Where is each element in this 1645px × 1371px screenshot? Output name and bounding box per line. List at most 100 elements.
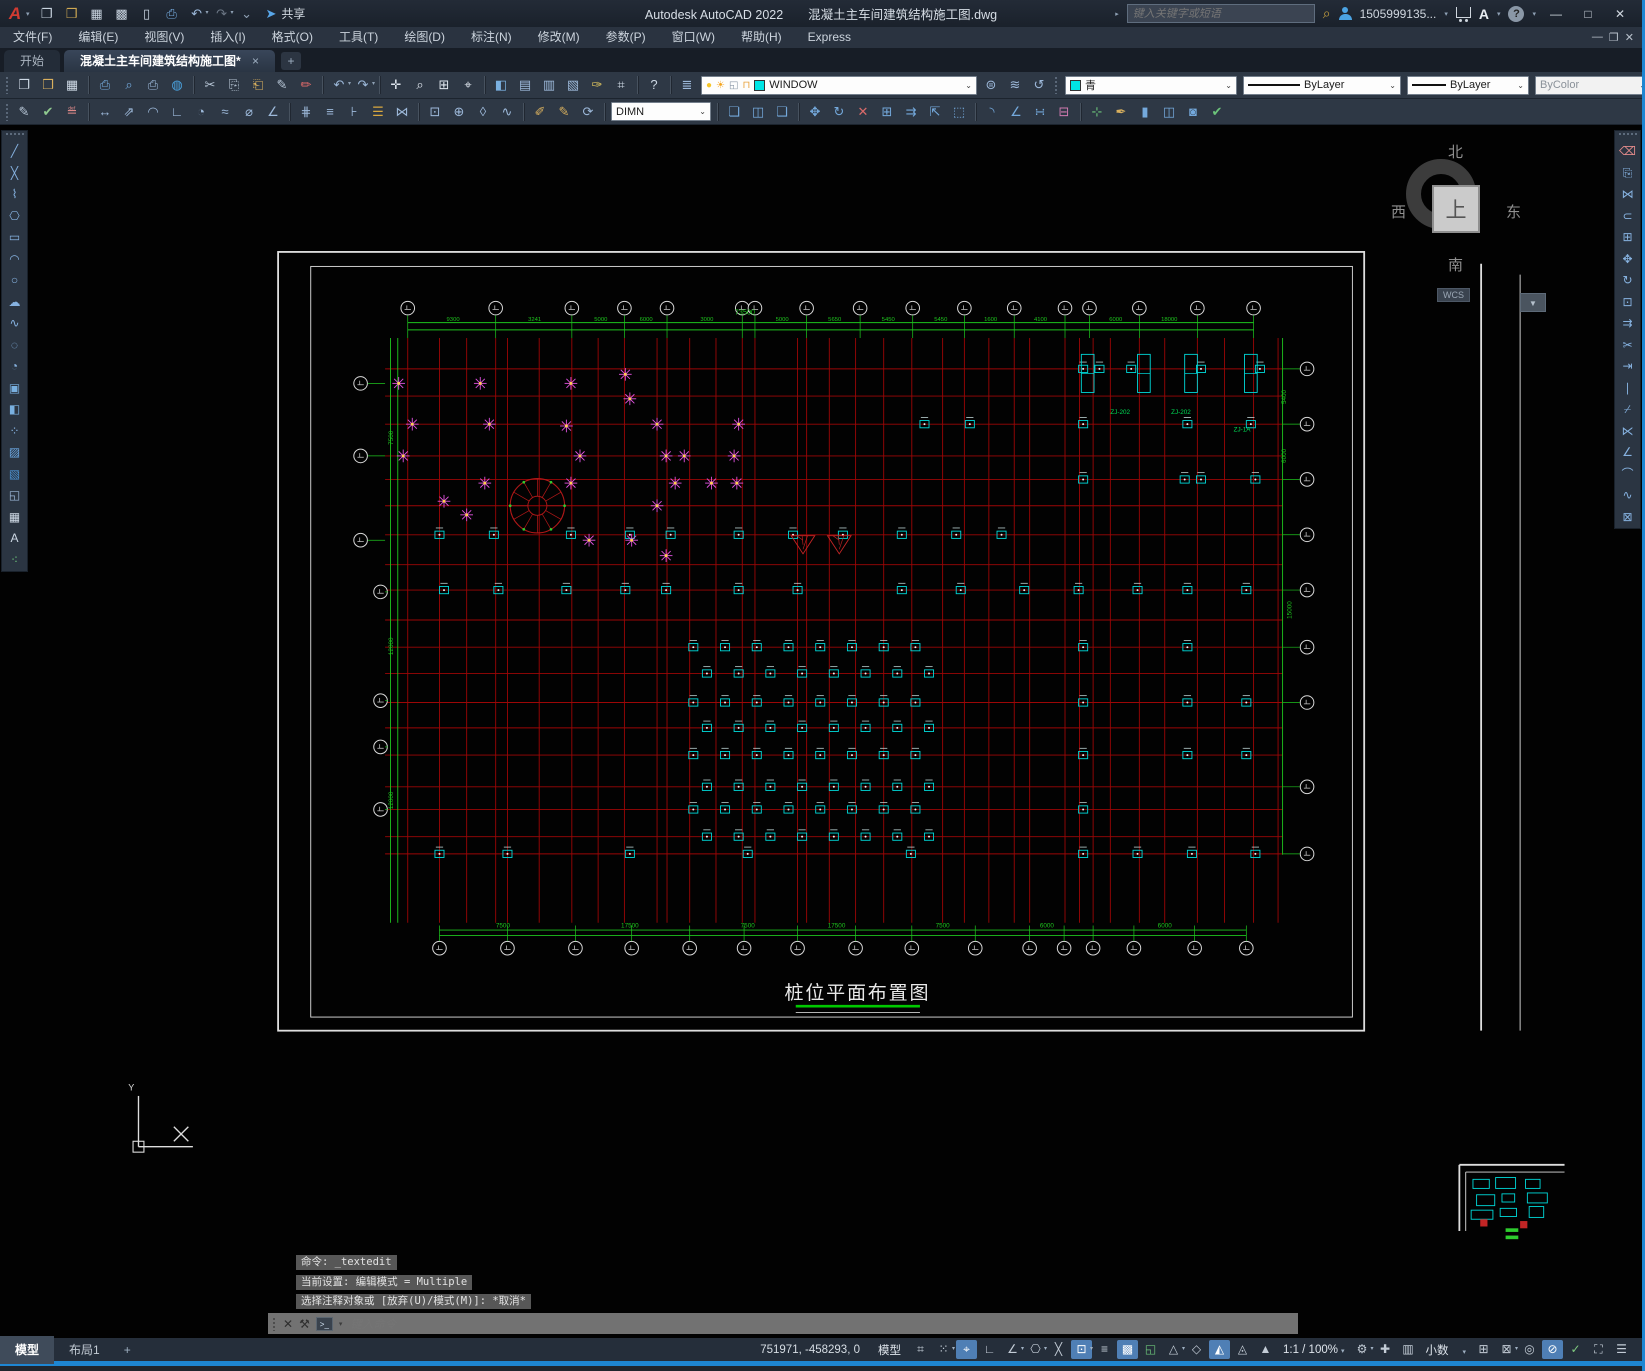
open-icon[interactable]: ❒ [65,5,78,21]
insert-block-icon[interactable]: ▣ [8,380,21,395]
close-button[interactable]: ✕ [1614,6,1626,21]
dim-angular-icon[interactable]: ∠ [267,103,279,119]
command-close-icon[interactable]: ✕ [283,1316,294,1331]
dimension-style-check-icon[interactable]: ✔ [42,103,54,119]
tab-start[interactable]: 开始 [4,50,61,72]
command-recent-caret-icon[interactable]: ▾ [338,1320,343,1328]
lineweight-display-icon[interactable]: ≡ [1100,1342,1108,1356]
color-combo[interactable]: 青 ⌄ [1065,75,1237,95]
dimstyle-combo-caret-icon[interactable]: ⌄ [699,107,706,116]
ellipse-icon[interactable]: ◌ [10,337,19,352]
menu-item-5[interactable]: 工具(T) [338,30,379,44]
wcs-label[interactable]: WCS [1437,288,1470,302]
command-prompt-icon[interactable]: >_ [315,1316,333,1331]
measure-icon[interactable]: ∺ [1034,103,1046,119]
open-from-web-mobile-icon[interactable]: ▯ [142,5,151,21]
workspace-switching-icon[interactable]: ⚙ ▾ [1351,1340,1374,1359]
menu-item-2[interactable]: 视图(V) [144,30,185,44]
app-store-cart-icon[interactable] [1455,6,1471,22]
redo-caret-icon[interactable]: ▾ [230,9,234,16]
erase-icon[interactable]: ✕ [857,103,869,119]
annotation-monitor-icon[interactable]: ▲ [1259,1342,1272,1356]
app-logo-icon[interactable]: A [8,3,22,23]
help-caret-icon[interactable]: ▾ [1532,10,1536,18]
multiline-text-button[interactable]: A [10,531,19,545]
point-style-icon[interactable]: ⊹ [1091,103,1103,119]
zoom-window-icon[interactable]: ⊞ [438,77,450,92]
plot-icon[interactable]: ⎙ [99,77,111,92]
dim-diameter-icon[interactable]: ⌀ [245,103,253,119]
annotation-autoscale-icon[interactable]: ◬ [1237,1342,1248,1356]
rotate-icon[interactable]: ↻ [833,103,845,119]
layer-combo-caret-icon[interactable]: ⌄ [965,80,972,90]
autodesk-caret-icon[interactable]: ▾ [1496,10,1501,18]
dim-text-edit-icon[interactable]: ✎ [558,103,570,119]
zoom-previous-icon[interactable]: ⌖ [464,77,472,92]
drawing-canvas[interactable]: 9300 3241 5000 6000 3000 5000 5650 5450 5450 1600… [0,125,1642,1338]
blend-curves-icon[interactable]: ∿ [1622,488,1633,502]
redo-caret-icon[interactable]: ▾ [371,81,375,87]
dimstyle-combo[interactable]: DIMN ⌄ [611,102,711,121]
color-combo-caret-icon[interactable]: ⌄ [1225,80,1232,90]
spline-icon[interactable]: ∿ [9,316,20,330]
quick-dimension-icon[interactable]: ⋕ [300,103,312,119]
share-view-icon[interactable]: ◍ [171,77,183,92]
plotstyle-combo[interactable]: ByColor ⌄ [1535,75,1642,95]
point-cloud-icon[interactable]: ⁖ [10,552,19,567]
dim-inspect-icon[interactable]: ◊ [479,103,487,119]
dim-break-icon[interactable]: ⋈ [395,103,409,119]
undo-icon[interactable]: ↶ ▾ [328,75,351,95]
dim-continue-icon[interactable]: ⊦ [350,103,358,119]
command-input-bar[interactable]: ✕ ⚒ >_ ▾ [268,1313,1298,1334]
dynamic-ucs-icon[interactable]: ◇ [1191,1342,1202,1356]
layer-unlock-icon[interactable]: ⊓ [742,79,751,91]
dim-arc-length-icon[interactable]: ◠ [147,103,159,119]
tab-model[interactable]: 模型 [0,1335,55,1364]
crosshair-size-icon[interactable]: ✚ [1379,1342,1391,1356]
copy-clip-icon[interactable]: ⎘ [228,77,240,92]
command-input[interactable] [348,1315,1294,1332]
mirror-icon[interactable]: ◫ [751,103,765,119]
save-as-icon[interactable]: ▩ [115,5,128,21]
viewcube-east-label[interactable]: 东 [1505,204,1521,221]
move-icon[interactable]: ✥ [1622,251,1633,266]
layer-thaw-icon[interactable]: ☀ [716,79,726,91]
publish-icon[interactable]: ⎙ [147,77,159,92]
help-icon[interactable]: ? [1508,5,1525,22]
doc-close-button[interactable]: ✕ [1624,32,1634,44]
layer-previous-icon[interactable]: ↺ [1033,77,1045,92]
move-icon[interactable]: ✥ [809,103,821,119]
workspace-switching-caret-icon[interactable]: ▾ [1370,1346,1374,1352]
quick-properties-icon[interactable]: ⊞ [1478,1342,1489,1356]
explode-icon[interactable]: ⬚ [952,103,966,119]
rectangle-icon[interactable]: ▭ [8,230,21,244]
line-icon[interactable]: ╱ [10,144,19,158]
slice-icon[interactable]: ◫ [1162,103,1176,119]
menu-item-3[interactable]: 插入(I) [210,30,246,44]
customize-qat-icon[interactable]: ⌄ [241,5,252,21]
isometric-drafting-caret-icon[interactable]: ▾ [1043,1346,1047,1352]
copy-icon[interactable]: ❏ [728,103,740,119]
fillet-icon[interactable]: ◝ [989,103,995,119]
security-check-icon[interactable]: ✓ [1570,1342,1581,1356]
break-at-point-icon[interactable]: ∣ [1624,380,1631,395]
block-editor-icon[interactable]: ✏ [300,77,312,92]
dim-baseline-icon[interactable]: ≡ [326,103,334,119]
gradient-icon[interactable]: ▧ [8,466,21,481]
layer-translate-icon[interactable]: ≝ [66,103,78,119]
clean-screen-icon[interactable]: ⛶ [1594,1342,1603,1356]
erase-icon[interactable]: ⌫ [1619,144,1636,158]
circle-icon[interactable]: ○ [10,273,19,287]
menu-item-11[interactable]: 帮助(H) [740,30,782,44]
selection-cycling-icon[interactable]: ◱ [1144,1342,1157,1356]
user-name[interactable]: 1505999135... [1359,6,1437,21]
extend-icon[interactable]: ⇥ [1622,359,1633,373]
designcenter-icon[interactable]: ▤ [518,77,532,92]
annotation-visibility-icon[interactable]: ◭ [1208,1340,1230,1359]
dim-update-icon[interactable]: ⟳ [582,103,594,119]
make-object-layer-current-icon[interactable]: ⊜ [985,77,997,92]
array-icon[interactable]: ⊞ [881,103,893,119]
plotstyle-combo-caret-icon[interactable]: ⌄ [1639,81,1642,90]
lock-ui-caret-icon[interactable]: ▾ [1514,1346,1518,1352]
trim-icon[interactable]: ✂ [1622,337,1633,352]
